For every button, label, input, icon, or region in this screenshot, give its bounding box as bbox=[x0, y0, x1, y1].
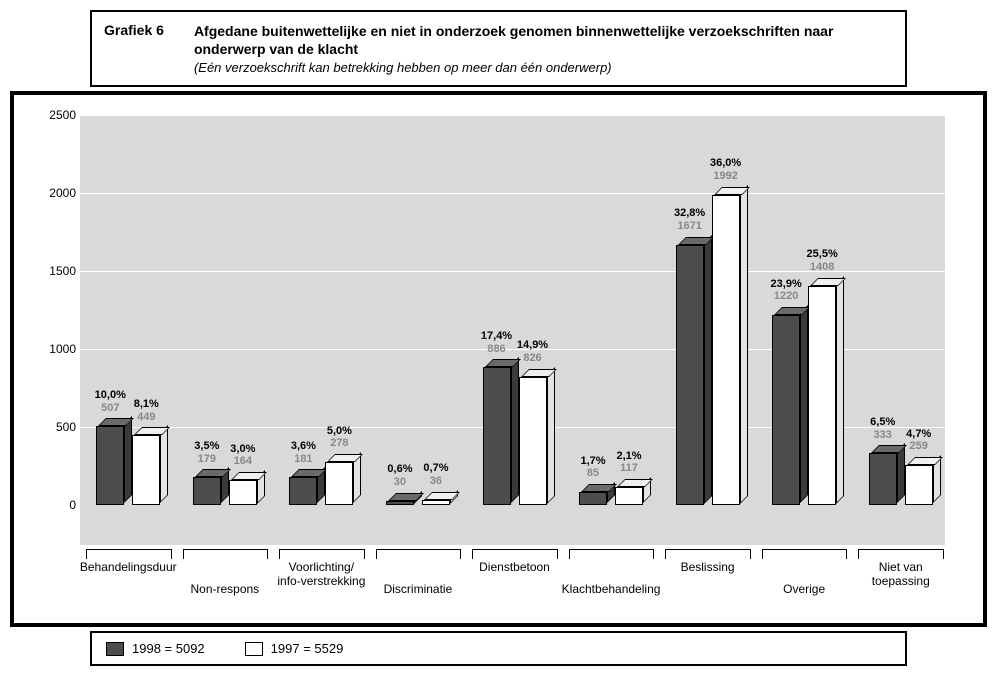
bar: 36,0%1992 bbox=[712, 195, 740, 506]
legend-swatch-1998 bbox=[106, 642, 124, 656]
legend: 1998 = 5092 1997 = 5529 bbox=[90, 631, 907, 666]
chart-floor bbox=[80, 505, 945, 545]
y-tick-label: 2500 bbox=[49, 108, 76, 122]
category-label: Niet vantoepassing bbox=[842, 561, 959, 589]
y-tick-label: 0 bbox=[69, 498, 76, 512]
bar: 1,7%85 bbox=[579, 492, 607, 505]
legend-item-1997: 1997 = 5529 bbox=[245, 641, 344, 656]
title-box: Grafiek 6 Afgedane buitenwettelijke en n… bbox=[90, 10, 907, 87]
category-label: Beslissing bbox=[649, 561, 766, 575]
x-axis-labels: BehandelingsduurNon-responsVoorlichting/… bbox=[80, 549, 945, 609]
bar: 17,4%886 bbox=[483, 367, 511, 505]
bar-value-label: 5,0%278 bbox=[327, 425, 352, 450]
bar: 32,8%1671 bbox=[676, 245, 704, 506]
bar-value-label: 0,6%30 bbox=[387, 463, 412, 488]
bar: 25,5%1408 bbox=[808, 286, 836, 506]
bar-value-label: 32,8%1671 bbox=[674, 207, 705, 232]
bars-layer: 10,0%5078,1%4493,5%1793,0%1643,6%1815,0%… bbox=[80, 115, 945, 505]
bar: 14,9%826 bbox=[519, 377, 547, 506]
y-axis: 05001000150020002500 bbox=[32, 115, 80, 505]
bar-value-label: 2,1%117 bbox=[617, 450, 642, 475]
bar-value-label: 0,7%36 bbox=[423, 462, 448, 487]
category-label: Dienstbetoon bbox=[456, 561, 573, 575]
y-tick-label: 1500 bbox=[49, 264, 76, 278]
category-label: Behandelingsduur bbox=[70, 561, 187, 575]
bar-value-label: 36,0%1992 bbox=[710, 157, 741, 182]
chart-outer-frame: 05001000150020002500 10,0%5078,1%4493,5%… bbox=[10, 91, 987, 627]
bar: 2,1%117 bbox=[615, 487, 643, 505]
bar-value-label: 8,1%449 bbox=[134, 398, 159, 423]
category-label: Klachtbehandeling bbox=[553, 583, 670, 597]
legend-item-1998: 1998 = 5092 bbox=[106, 641, 205, 656]
bar-value-label: 23,9%1220 bbox=[771, 278, 802, 303]
bar: 3,0%164 bbox=[229, 480, 257, 506]
plot-area: 05001000150020002500 10,0%5078,1%4493,5%… bbox=[80, 115, 945, 545]
bar-value-label: 10,0%507 bbox=[95, 389, 126, 414]
bar-value-label: 4,7%259 bbox=[906, 428, 931, 453]
legend-text-1998: 1998 = 5092 bbox=[132, 641, 205, 656]
bar-value-label: 3,6%181 bbox=[291, 440, 316, 465]
chart-number: Grafiek 6 bbox=[104, 22, 164, 75]
bar: 4,7%259 bbox=[905, 465, 933, 505]
bar-value-label: 3,0%164 bbox=[230, 443, 255, 468]
y-tick-label: 500 bbox=[56, 420, 76, 434]
bar-value-label: 14,9%826 bbox=[517, 339, 548, 364]
bar-value-label: 1,7%85 bbox=[581, 455, 606, 480]
chart-title: Afgedane buitenwettelijke en niet in ond… bbox=[194, 22, 893, 58]
bar: 10,0%507 bbox=[96, 426, 124, 505]
y-tick-label: 1000 bbox=[49, 342, 76, 356]
y-tick-label: 2000 bbox=[49, 186, 76, 200]
bar: 6,5%333 bbox=[869, 453, 897, 505]
legend-text-1997: 1997 = 5529 bbox=[271, 641, 344, 656]
bar-value-label: 17,4%886 bbox=[481, 330, 512, 355]
chart-container: 05001000150020002500 10,0%5078,1%4493,5%… bbox=[12, 93, 985, 625]
category-label: Discriminatie bbox=[360, 583, 477, 597]
chart-subtitle: (Eén verzoekschrift kan betrekking hebbe… bbox=[194, 60, 893, 75]
bar: 5,0%278 bbox=[325, 462, 353, 505]
bar: 8,1%449 bbox=[132, 435, 160, 505]
bar-value-label: 6,5%333 bbox=[870, 416, 895, 441]
bar-value-label: 3,5%179 bbox=[194, 440, 219, 465]
legend-swatch-1997 bbox=[245, 642, 263, 656]
bar: 3,6%181 bbox=[289, 477, 317, 505]
bar: 23,9%1220 bbox=[772, 315, 800, 505]
bar-value-label: 25,5%1408 bbox=[807, 248, 838, 273]
bar: 3,5%179 bbox=[193, 477, 221, 505]
